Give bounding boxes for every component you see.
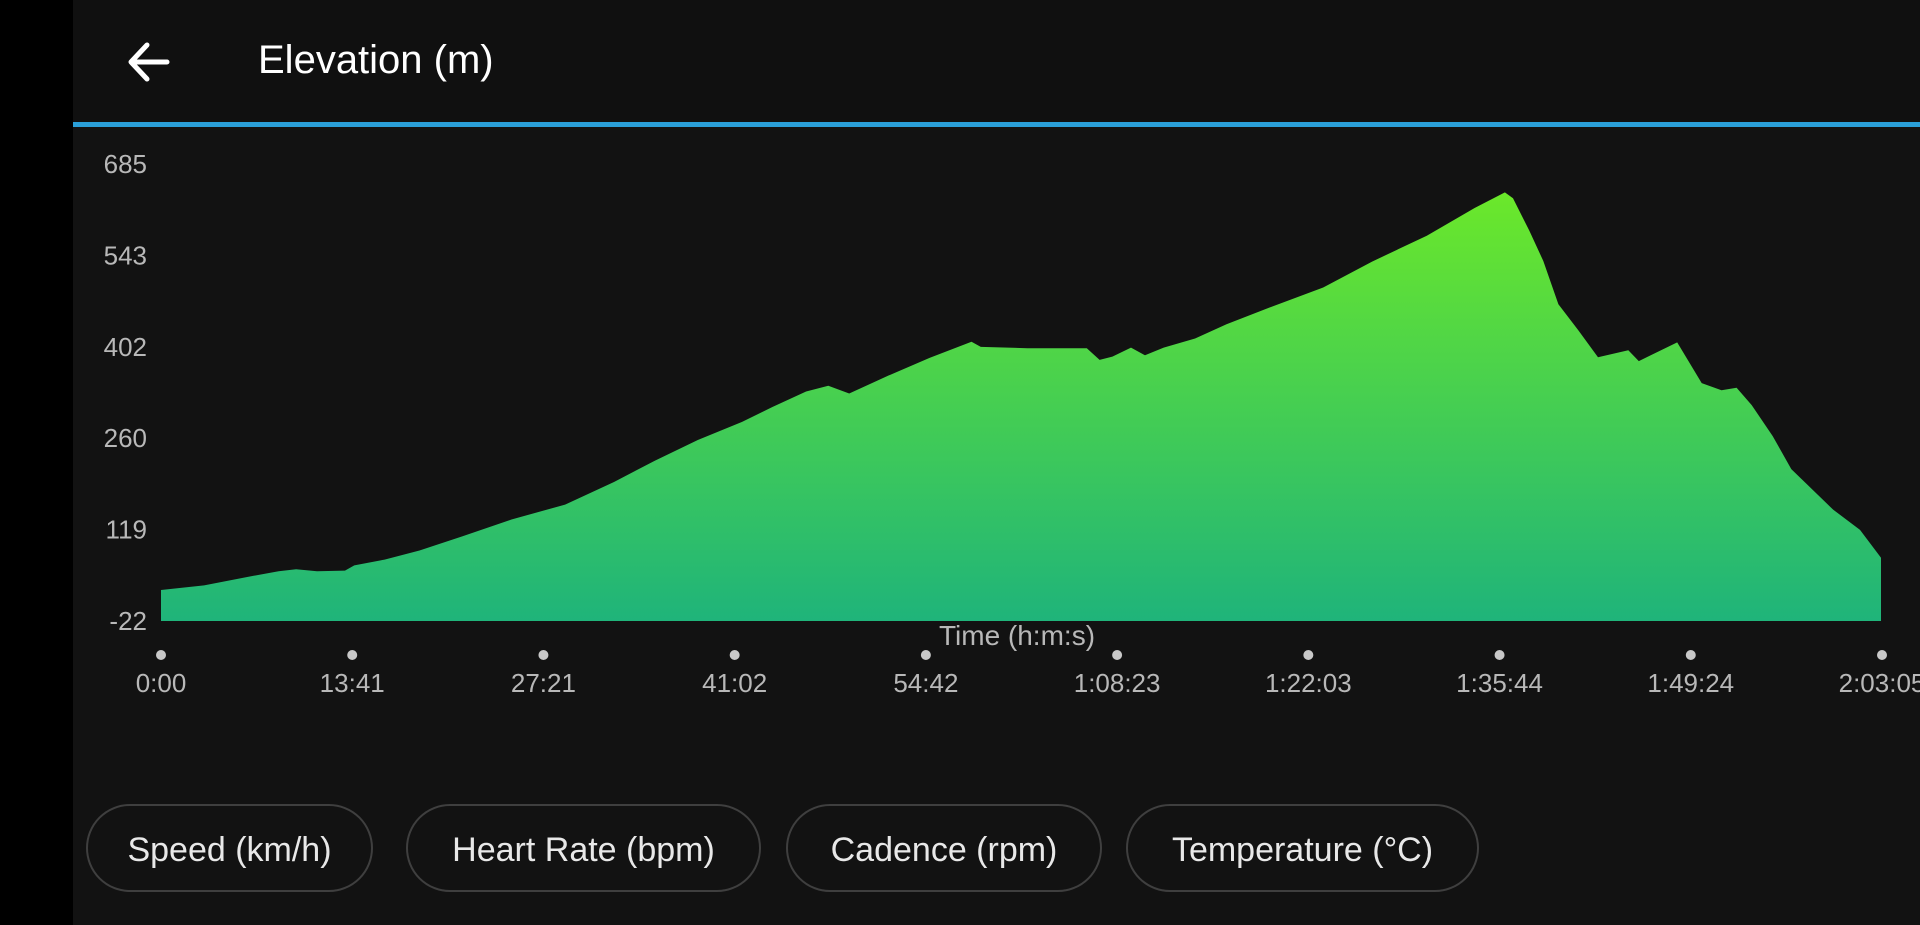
x-axis-ticks: 0:00 13:41 27:21 41:02 54:42 1:08:23 1:22:03 1:… bbox=[136, 650, 1920, 698]
x-tick-dot bbox=[729, 650, 740, 660]
elevation-chart: 685 543 402 260 119 -22 0:00 13:41 27:21 41:02 54… bbox=[104, 149, 1920, 698]
x-tick-label: 1:08:23 bbox=[1074, 668, 1161, 698]
y-tick-label: -22 bbox=[109, 606, 147, 636]
y-tick-label: 543 bbox=[104, 240, 147, 270]
arrow-left-icon bbox=[128, 42, 170, 82]
y-tick-label: 685 bbox=[104, 149, 147, 179]
cadence-chip[interactable]: Cadence (rpm) bbox=[786, 804, 1102, 892]
x-tick-label: 1:22:03 bbox=[1265, 668, 1352, 698]
app-screen: Elevation (m) 685 543 402 260 119 -22 0:00 13:… bbox=[73, 0, 1920, 925]
speed-chip[interactable]: Speed (km/h) bbox=[86, 804, 373, 892]
x-tick-dot bbox=[538, 650, 549, 660]
x-tick-label: 2:03:05 bbox=[1839, 668, 1920, 698]
x-tick-label: 1:49:24 bbox=[1647, 668, 1734, 698]
elevation-area-series bbox=[161, 192, 1881, 621]
header-accent-line bbox=[73, 122, 1920, 127]
x-tick-label: 1:35:44 bbox=[1456, 668, 1543, 698]
app-header: Elevation (m) bbox=[73, 0, 1920, 123]
x-tick-label: 41:02 bbox=[702, 668, 767, 698]
x-tick-label: 13:41 bbox=[320, 668, 385, 698]
temperature-chip[interactable]: Temperature (°C) bbox=[1126, 804, 1479, 892]
page-title: Elevation (m) bbox=[258, 38, 494, 82]
x-tick-dot bbox=[156, 650, 166, 660]
x-tick-dot bbox=[1494, 650, 1505, 660]
x-axis-label: Time (h:m:s) bbox=[939, 620, 1095, 651]
y-tick-label: 260 bbox=[104, 423, 147, 453]
x-tick-dot bbox=[1877, 650, 1887, 660]
x-tick-dot bbox=[1303, 650, 1314, 660]
x-tick-dot bbox=[920, 650, 931, 660]
x-tick-dot bbox=[347, 650, 358, 660]
back-button[interactable] bbox=[117, 30, 181, 94]
x-tick-dot bbox=[1112, 650, 1123, 660]
x-tick-label: 27:21 bbox=[511, 668, 576, 698]
x-tick-dot bbox=[1685, 650, 1696, 660]
x-tick-label: 0:00 bbox=[136, 668, 187, 698]
y-axis-ticks: 685 543 402 260 119 -22 bbox=[104, 149, 147, 636]
y-tick-label: 402 bbox=[104, 332, 147, 362]
y-tick-label: 119 bbox=[106, 515, 147, 545]
x-tick-label: 54:42 bbox=[893, 668, 958, 698]
heart-rate-chip[interactable]: Heart Rate (bpm) bbox=[406, 804, 761, 892]
